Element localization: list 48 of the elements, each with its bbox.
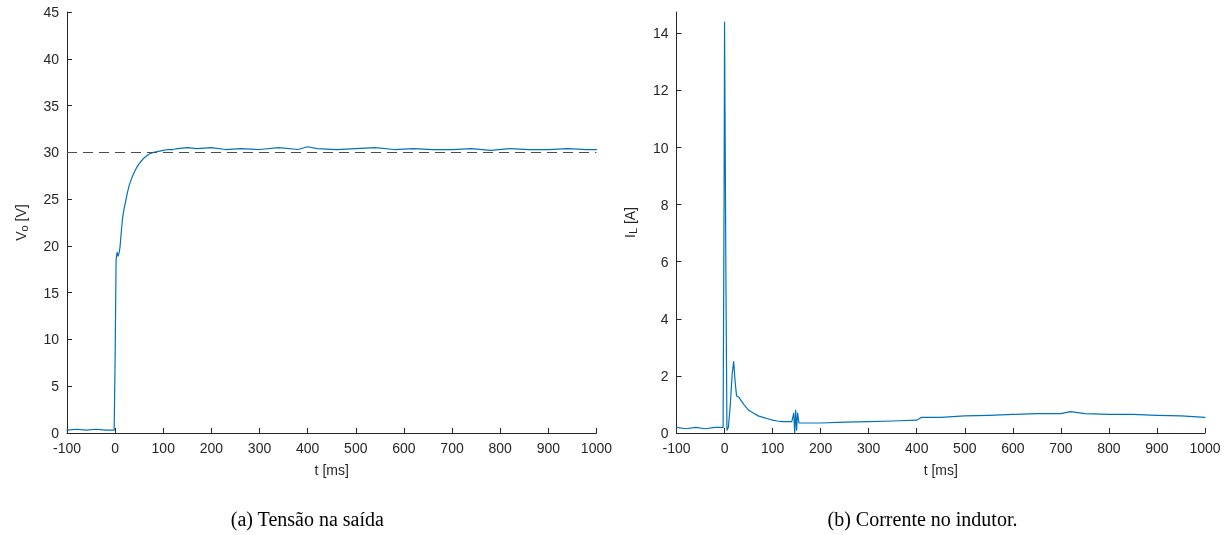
y-tick-label: 0 bbox=[660, 425, 669, 441]
x-tick-label: 300 bbox=[857, 440, 881, 456]
x-tick-label: 200 bbox=[199, 440, 224, 456]
x-tick-label: 0 bbox=[720, 440, 729, 456]
y-tick-label: 10 bbox=[43, 331, 60, 348]
x-tick-label: 1000 bbox=[1189, 440, 1221, 456]
text: (a) Tensão na saída bbox=[230, 508, 385, 531]
x-tick-label: 0 bbox=[111, 440, 120, 456]
x-tick-label: 900 bbox=[536, 440, 561, 456]
x-tick-label: 100 bbox=[760, 440, 785, 456]
x-tick-label: 100 bbox=[151, 440, 176, 456]
x-tick-label: 400 bbox=[905, 440, 929, 456]
text: (b) Corrente no indutor. bbox=[827, 508, 1018, 531]
x-tick-label: 800 bbox=[488, 440, 513, 456]
x-tick-label: 1000 bbox=[580, 440, 613, 456]
y-tick-label: 15 bbox=[43, 284, 60, 301]
y-tick-label: 2 bbox=[660, 367, 669, 384]
x-tick-label: 600 bbox=[1001, 440, 1025, 456]
y-tick-label: 4 bbox=[660, 310, 669, 327]
x-tick-label: 500 bbox=[344, 440, 368, 456]
y-tick-label: 40 bbox=[43, 50, 60, 67]
y-tick-label: 10 bbox=[652, 139, 669, 156]
x-tick-label: 900 bbox=[1145, 440, 1169, 456]
y-tick-label: 6 bbox=[660, 253, 669, 270]
y-tick-label: 20 bbox=[43, 237, 60, 254]
x-tick-label: 600 bbox=[392, 440, 416, 456]
y-axis-title: Vo [V] bbox=[12, 204, 30, 241]
x-axis-title: t [ms] bbox=[314, 462, 349, 478]
x-tick-label: 200 bbox=[808, 440, 833, 456]
x-tick-label: 800 bbox=[1097, 440, 1121, 456]
y-tick-label: 8 bbox=[660, 196, 669, 213]
x-tick-label: 300 bbox=[247, 440, 272, 456]
x-tick-label: -100 bbox=[662, 440, 691, 456]
y-tick-label: 25 bbox=[43, 191, 60, 208]
y-tick-label: 35 bbox=[43, 97, 60, 114]
x-tick-label: -100 bbox=[52, 440, 82, 456]
y-tick-label: 30 bbox=[43, 144, 60, 161]
y-tick-label: 5 bbox=[51, 378, 60, 395]
y-tick-label: 45 bbox=[43, 4, 60, 20]
y-tick-label: 12 bbox=[652, 82, 669, 99]
x-tick-label: 500 bbox=[953, 440, 977, 456]
x-axis-title: t [ms] bbox=[923, 462, 958, 478]
x-tick-label: 700 bbox=[440, 440, 464, 456]
y-tick-label: 14 bbox=[652, 25, 669, 42]
x-tick-label: 700 bbox=[1049, 440, 1073, 456]
y-tick-label: 0 bbox=[51, 425, 60, 441]
x-tick-label: 400 bbox=[295, 440, 320, 456]
y-axis-title: IL [A] bbox=[622, 206, 639, 239]
